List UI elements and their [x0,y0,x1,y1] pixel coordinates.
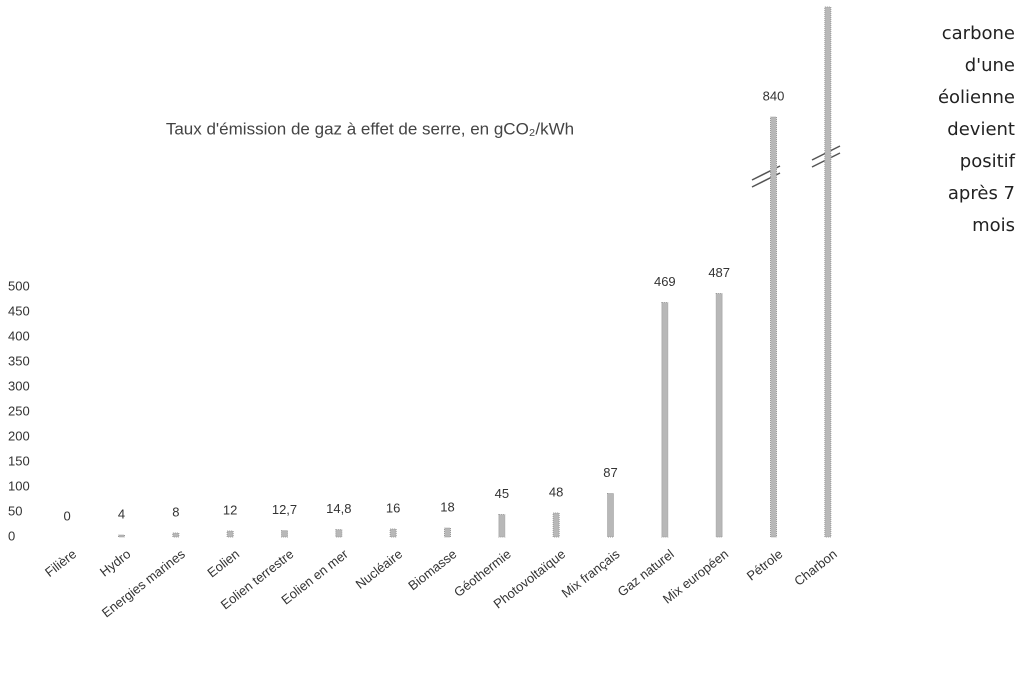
side-text-line: positif [959,151,1015,172]
bar [389,528,397,538]
side-text-line: éolienne [937,87,1015,108]
chart: Taux d'émission de gaz à effet de serre,… [8,6,841,620]
side-text-line: d'une [964,55,1015,76]
side-text: carbone d'une éolienne devient positif après … [890,18,1015,242]
side-text-line: carbone [941,23,1015,44]
x-tick-label: Eolien [204,546,242,580]
x-tick-label: Nucléaire [353,546,406,592]
y-tick-label: 500 [8,278,30,293]
bar [335,529,343,538]
bar [444,527,451,538]
bar [824,6,832,538]
value-label: 16 [386,500,400,515]
y-tick-label: 200 [8,428,30,443]
x-tick-label: Hydro [97,546,134,579]
side-text-line: mois [972,215,1015,236]
value-label: 18 [440,499,454,514]
bar [498,514,506,538]
y-tick-label: 450 [8,303,30,318]
bar [172,532,180,538]
y-tick-label: 400 [8,328,30,343]
y-tick-label: 100 [8,478,30,493]
value-label: 87 [603,465,617,480]
x-tick-label: Mix français [559,546,623,601]
side-text-line: après 7 [947,183,1015,204]
value-label: 14,8 [326,501,351,516]
bar [281,530,288,538]
bar [552,512,560,538]
bar [226,530,234,538]
x-tick-label: Filière [42,546,79,580]
value-label: 4 [118,506,125,521]
y-tick-label: 300 [8,378,30,393]
value-label: 45 [495,486,509,501]
bar [715,293,723,538]
y-tick-label: 250 [8,403,30,418]
value-label: 48 [549,484,563,499]
bar [770,116,777,538]
bar [118,534,125,538]
value-label: 0 [64,508,71,523]
value-label: 469 [654,274,676,289]
x-tick-label: Biomasse [405,546,459,593]
y-tick-label: 150 [8,453,30,468]
value-label: 487 [708,265,730,280]
value-label: 12 [223,502,237,517]
y-tick-label: 50 [8,503,22,518]
x-tick-label: Charbon [791,546,840,589]
bar [607,493,614,538]
chart-title: Taux d'émission de gaz à effet de serre,… [166,119,574,138]
bar [661,302,669,538]
value-label: 8 [172,504,179,519]
side-text-line: devient [947,119,1015,140]
value-label: 12,7 [272,502,297,517]
value-label: 840 [763,88,785,103]
y-tick-label: 0 [8,528,15,543]
x-tick-label: Pétrole [744,546,786,583]
y-tick-label: 350 [8,353,30,368]
